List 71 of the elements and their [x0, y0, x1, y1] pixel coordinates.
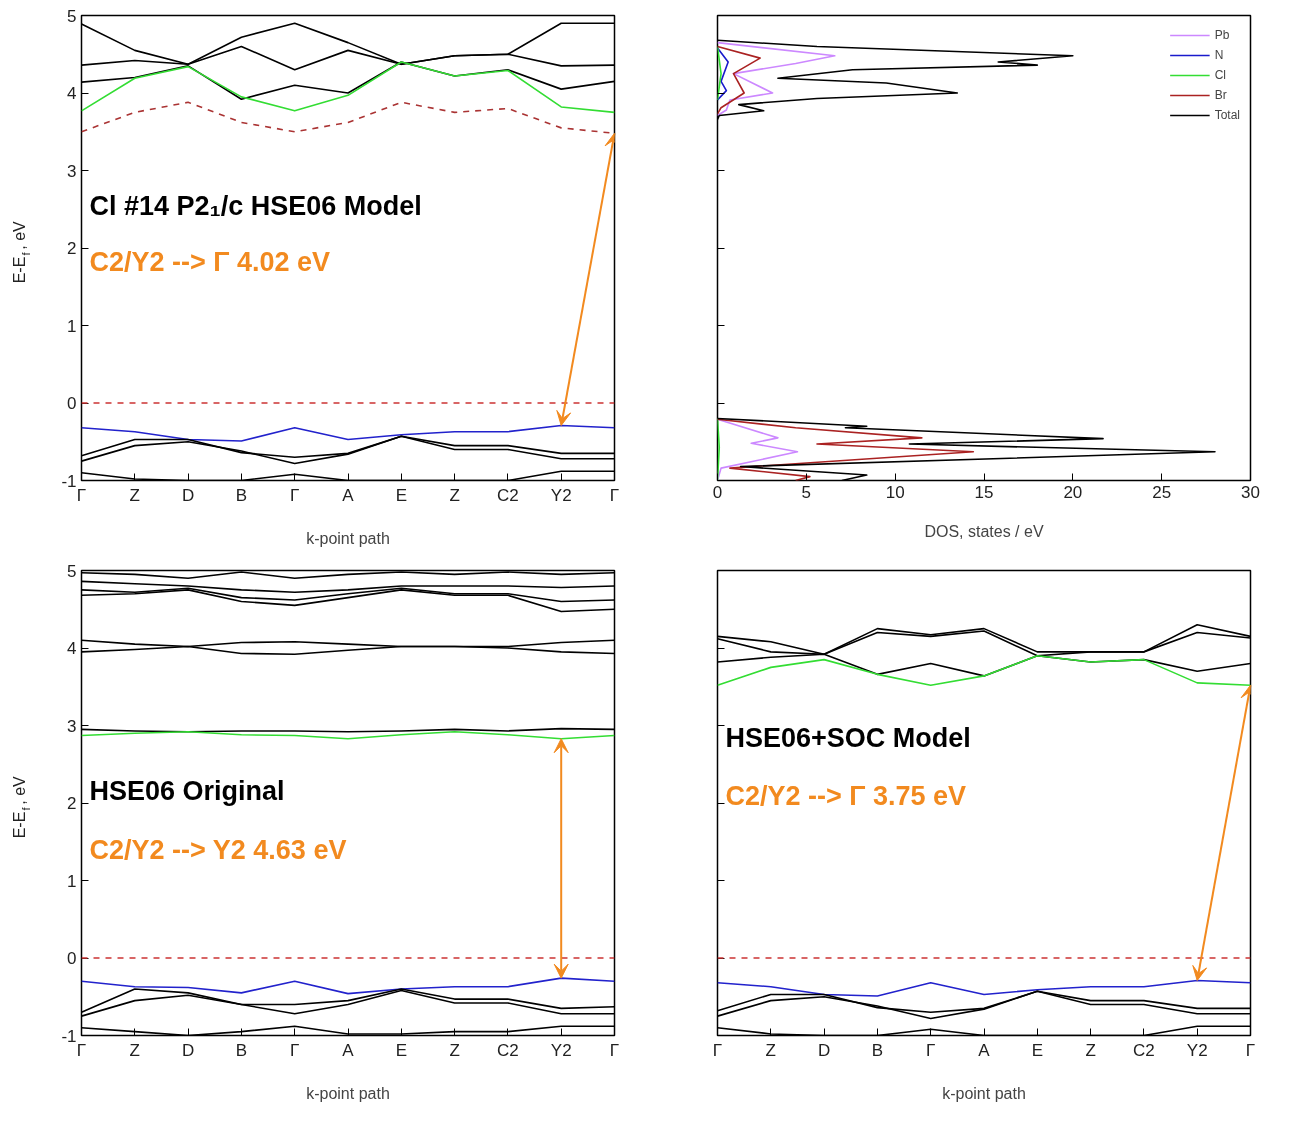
x-tick-label: Γ — [76, 485, 87, 505]
x-tick-label: Z — [449, 1040, 460, 1060]
legend-label: Total — [1214, 108, 1240, 122]
legend-label: Cl — [1214, 68, 1227, 82]
y-tick-label: 0 — [67, 949, 77, 968]
x-tick-label: Z — [129, 485, 140, 505]
y-tick-label: 5 — [67, 561, 77, 581]
x-tick-label: A — [342, 485, 355, 505]
x-tick-label: C2 — [1133, 1040, 1155, 1060]
y-tick-label: 4 — [67, 639, 77, 658]
x-tick-label: D — [817, 1040, 831, 1060]
x-tick-label: Γ — [76, 1040, 87, 1060]
x-tick-label: Γ — [609, 485, 620, 505]
x-tick-label: E — [395, 485, 407, 505]
x-tick-label: D — [181, 1040, 195, 1060]
x-tick-label: C2 — [497, 485, 519, 505]
x-tick-label: B — [235, 485, 248, 505]
x-tick-label: Γ — [290, 485, 300, 505]
x-tick-label: 15 — [974, 482, 994, 502]
x-tick-label: Z — [129, 1040, 140, 1060]
x-tick-label: B — [235, 1040, 248, 1060]
annotation: HSE06+SOC Model — [725, 722, 971, 753]
x-tick-label: Γ — [1245, 1040, 1256, 1060]
annotation: Cl #14 P2₁/c HSE06 Model — [89, 191, 422, 222]
x-axis-title: DOS, states / eV — [924, 522, 1044, 540]
legend-label: Pb — [1214, 28, 1231, 42]
x-tick-label: Γ — [609, 1040, 620, 1060]
x-tick-label: 30 — [1241, 482, 1260, 502]
y-tick-label: -1 — [61, 471, 77, 491]
y-tick-label: 3 — [67, 161, 77, 181]
annotation: C2/Y2 --> Γ 3.75 eV — [725, 781, 967, 812]
x-tick-label: Z — [1085, 1040, 1096, 1060]
annotation: HSE06 Original — [89, 776, 285, 807]
x-axis-title: k-point path — [306, 529, 390, 547]
x-tick-label: Z — [765, 1040, 776, 1060]
annotation: C2/Y2 --> Y2 4.63 eV — [89, 834, 347, 865]
x-tick-label: Γ — [712, 1040, 723, 1060]
x-tick-label: 0 — [712, 482, 723, 502]
y-tick-label: -1 — [61, 1026, 77, 1046]
x-tick-label: D — [181, 485, 195, 505]
x-axis-title: k-point path — [306, 1084, 390, 1102]
x-axis-title: k-point path — [942, 1084, 1026, 1102]
x-tick-label: 20 — [1063, 482, 1083, 502]
y-tick-label: 1 — [67, 871, 77, 891]
y-tick-label: 1 — [67, 316, 77, 336]
y-tick-label: 5 — [67, 6, 77, 26]
x-tick-label: E — [395, 1040, 407, 1060]
x-tick-label: A — [978, 1040, 991, 1060]
legend-label: N — [1214, 48, 1225, 62]
x-tick-label: 10 — [885, 482, 905, 502]
y-axis-title: E-Ef, eV — [10, 220, 32, 284]
x-tick-label: C2 — [497, 1040, 519, 1060]
x-tick-label: Γ — [926, 1040, 936, 1060]
x-tick-label: Γ — [290, 1040, 300, 1060]
x-tick-label: Y2 — [1186, 1040, 1208, 1060]
x-tick-label: Y2 — [550, 1040, 572, 1060]
legend-label: Br — [1214, 88, 1228, 102]
x-tick-label: Z — [449, 485, 460, 505]
x-tick-label: E — [1031, 1040, 1043, 1060]
x-tick-label: Y2 — [550, 485, 572, 505]
y-tick-label: 2 — [67, 239, 77, 258]
y-axis-title: E-Ef, eV — [10, 775, 32, 839]
y-tick-label: 0 — [67, 394, 77, 413]
y-tick-label: 2 — [67, 794, 77, 813]
x-tick-label: A — [342, 1040, 355, 1060]
x-tick-label: B — [871, 1040, 884, 1060]
annotation: C2/Y2 --> Γ 4.02 eV — [89, 246, 331, 277]
x-tick-label: 25 — [1152, 482, 1172, 502]
y-tick-label: 3 — [67, 716, 77, 736]
y-tick-label: 4 — [67, 84, 77, 103]
x-tick-label: 5 — [801, 482, 812, 502]
